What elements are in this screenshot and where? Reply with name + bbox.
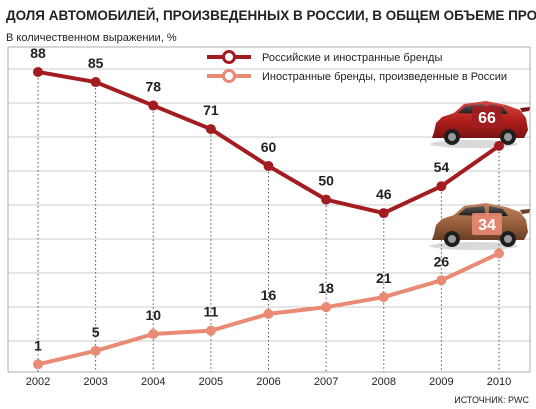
data-point: [263, 308, 274, 319]
data-labels: 88 85 78 71 60 50 46 54 66 1 5 10 11 16 18 21 26 34: [30, 45, 502, 353]
plot-area: [7, 46, 531, 373]
x-tick-label: 2007: [314, 376, 338, 388]
chart-subtitle: В количественном выражении, %: [6, 32, 177, 44]
data-label: 71: [203, 102, 219, 118]
data-label: 16: [261, 287, 277, 303]
data-point: [494, 140, 504, 151]
source-note: ИСТОЧНИК: PWC: [454, 395, 529, 405]
legend: Российские и иностранные бренды Иностранн…: [207, 50, 507, 83]
data-point: [90, 77, 101, 88]
data-label: 11: [203, 304, 218, 320]
value-badge: [472, 106, 502, 128]
data-label: 85: [88, 55, 104, 71]
plot-frame: [7, 46, 531, 373]
data-label: 46: [376, 186, 392, 202]
x-tick-label: 2006: [256, 376, 280, 388]
x-axis-ticks: 2002 2003 2004 2005 2006 2007 2008 2009 2010: [26, 376, 511, 388]
data-point: [378, 292, 389, 303]
data-label: 34: [478, 217, 496, 234]
data-point: [205, 124, 216, 135]
data-point: [263, 161, 274, 172]
data-label: 18: [318, 280, 334, 296]
data-label: 10: [145, 307, 161, 323]
legend-swatch-marker: [222, 69, 236, 83]
x-tick-label: 2005: [199, 376, 223, 388]
data-label: 21: [376, 270, 392, 286]
data-label: 66: [478, 110, 496, 127]
data-point: [148, 100, 159, 111]
data-point: [148, 329, 159, 340]
legend-label: Иностранные бренды, произведенные в Росс…: [262, 71, 507, 83]
x-tick-label: 2009: [429, 376, 453, 388]
data-label: 88: [30, 45, 46, 61]
data-label: 26: [434, 253, 450, 269]
data-point: [494, 248, 504, 259]
x-tick-label: 2004: [141, 376, 165, 388]
series-layer: [33, 66, 504, 370]
data-label: 60: [261, 139, 277, 155]
value-badge: [472, 213, 502, 235]
x-tick-label: 2003: [83, 376, 107, 388]
data-point: [436, 275, 447, 286]
legend-swatch-marker: [222, 50, 236, 64]
data-point: [90, 345, 101, 356]
data-point: [378, 208, 389, 219]
data-point: [321, 302, 332, 313]
x-tick-label: 2002: [26, 376, 50, 388]
data-label: 5: [92, 324, 100, 340]
data-label: 54: [434, 159, 450, 175]
data-label: 50: [318, 173, 334, 189]
data-point: [33, 66, 43, 77]
data-label: 1: [34, 337, 42, 353]
data-label: 78: [145, 79, 161, 95]
data-point: [33, 359, 43, 370]
chart-title: ДОЛЯ АВТОМОБИЛЕЙ, ПРОИЗВЕДЕННЫХ В РОССИИ…: [6, 8, 536, 23]
grid-lines: [8, 68, 530, 342]
x-tick-label: 2010: [487, 376, 511, 388]
legend-label: Российские и иностранные бренды: [262, 52, 442, 64]
x-tick-label: 2008: [372, 376, 396, 388]
data-point: [321, 194, 332, 205]
data-point: [205, 325, 216, 336]
data-point: [436, 181, 447, 192]
